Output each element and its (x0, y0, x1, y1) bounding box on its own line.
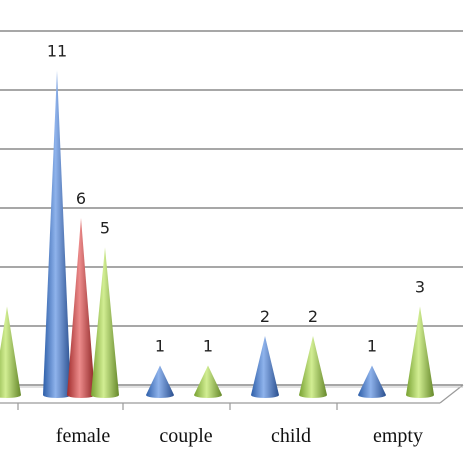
category-label: female (56, 425, 111, 447)
cone-bar (67, 218, 95, 398)
x-axis-depth-line (439, 384, 464, 404)
cone-bar (146, 365, 174, 398)
data-label: 5 (100, 219, 110, 238)
category-label: child (271, 425, 311, 447)
data-label: 3 (415, 278, 425, 297)
cone-bar (358, 365, 386, 398)
data-label: 6 (76, 189, 86, 208)
data-label: 1 (155, 337, 165, 356)
data-label: 1 (203, 337, 213, 356)
cone-bar (251, 336, 279, 398)
grid-layer (0, 30, 463, 386)
data-label: 1 (367, 337, 377, 356)
cone-bar (0, 306, 21, 398)
category-label: empty (373, 425, 423, 447)
bars-layer (0, 70, 434, 398)
cone-bar (406, 306, 434, 398)
data-label: 2 (308, 307, 318, 326)
cone-bar (43, 70, 71, 398)
cone-bar (299, 336, 327, 398)
category-label: couple (159, 425, 212, 447)
cone-bar (91, 247, 119, 398)
cone-bar (194, 365, 222, 398)
data-label: 11 (47, 42, 67, 61)
data-label: 2 (260, 307, 270, 326)
